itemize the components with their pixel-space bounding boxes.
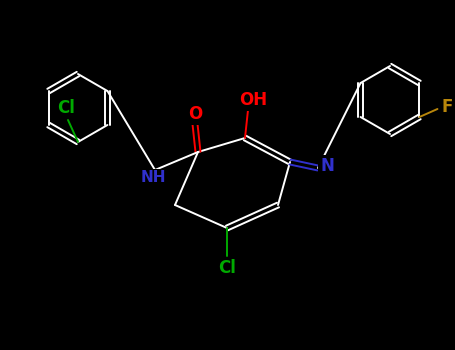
- Text: NH: NH: [140, 170, 166, 186]
- Text: Cl: Cl: [218, 259, 236, 277]
- Text: O: O: [188, 105, 202, 123]
- Text: OH: OH: [239, 91, 267, 109]
- Text: Cl: Cl: [57, 99, 75, 117]
- Text: N: N: [320, 157, 334, 175]
- Text: F: F: [442, 98, 453, 116]
